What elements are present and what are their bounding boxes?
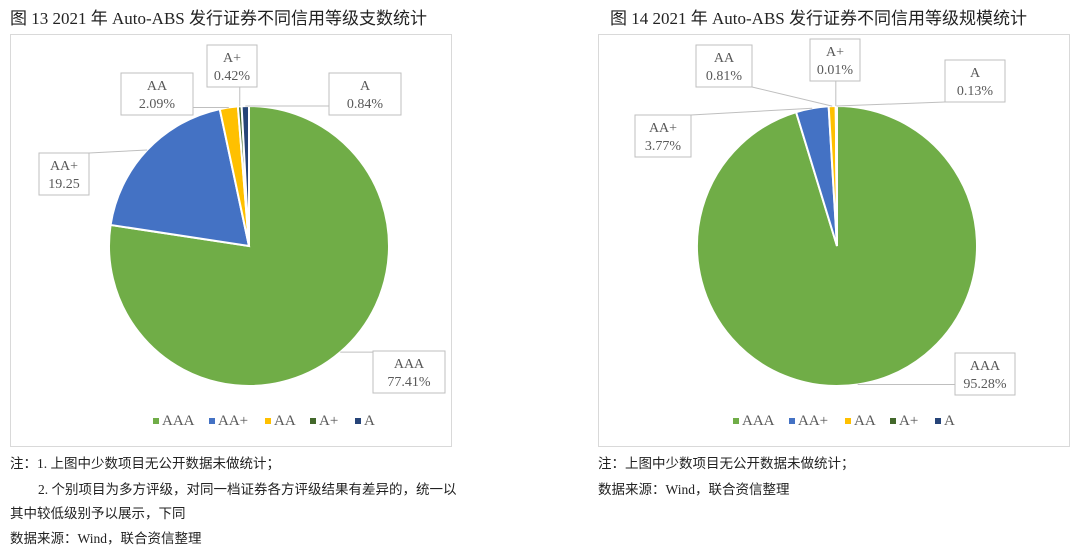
data-label-value: 19.25 [48,177,80,192]
legend-label: AA+ [218,413,248,429]
data-label-box [372,350,446,394]
legend-swatch-icon [209,418,215,424]
data-label-value: 77.41% [387,375,431,390]
legend-label: AA+ [798,413,828,429]
legend-swatch-icon [265,418,271,424]
data-label-value: 3.77% [645,139,682,154]
data-label-box [695,44,753,88]
legend-label: A [364,413,375,429]
leader-line [690,107,813,116]
data-label-value: 0.01% [817,63,854,78]
data-label-value: 95.28% [963,377,1007,392]
chart-13-frame: AAA 77.41% AA+ 19.25 AA 2.09% A+ 0.42% A 0.84% AAA… [10,34,452,447]
data-label-value: 0.84% [347,97,384,112]
figure-13-title: 图 13 2021 年 Auto-ABS 发行证券不同信用等级支数统计 [10,9,427,28]
legend-swatch-icon [845,418,851,424]
legend-label: AAA [742,413,775,429]
note-left-source: 数据来源：Wind，联合资信整理 [10,531,202,546]
data-label-box [634,114,692,158]
legend-swatch-icon [310,418,316,424]
data-label-box [120,72,194,116]
data-label-value: 0.42% [214,69,251,84]
pie-chart-13: AAA77.41%AA+19.25AA2.09%A+0.42%A0.84%AAA… [38,44,446,429]
legend-label: AA [854,413,876,429]
leader-line [836,101,946,107]
data-label-box [328,72,402,116]
note-left-2: 2. 个别项目为多方评级，对同一档证券各方评级结果有差异的，统一以 [38,482,457,497]
legend-label: A+ [319,413,338,429]
note-right-source: 数据来源：Wind，联合资信整理 [598,482,790,497]
data-label-category: AA+ [50,159,78,174]
data-label-category: AA [147,79,168,94]
data-label-value: 2.09% [139,97,176,112]
legend-label: AAA [162,413,195,429]
legend-swatch-icon [935,418,941,424]
data-label-box [944,59,1006,103]
legend-swatch-icon [355,418,361,424]
legend-swatch-icon [733,418,739,424]
figure-14-title: 图 14 2021 年 Auto-ABS 发行证券不同信用等级规模统计 [610,9,1027,28]
data-label-category: A [970,66,981,81]
data-label-box [38,152,90,196]
leader-line [88,149,148,154]
legend-swatch-icon [153,418,159,424]
data-label-category: AAA [394,357,425,372]
pie-slice-a [834,104,838,247]
chart-14-frame: AAA 95.28% AA+ 3.77% AA 0.81% A+ 0.01% A 0.13% AAA… [598,34,1070,447]
legend-label: A [944,413,955,429]
data-label-category: AAA [970,359,1001,374]
note-right-1: 注：上图中少数项目无公开数据未做统计； [598,456,855,471]
data-label-box [809,38,861,82]
legend-label: AA [274,413,296,429]
data-label-category: A+ [826,45,844,60]
data-label-value: 0.81% [706,69,743,84]
note-left-1: 注：1. 上图中少数项目无公开数据未做统计； [10,456,280,471]
data-label-category: A [360,79,371,94]
legend-swatch-icon [789,418,795,424]
data-label-category: AA [714,51,735,66]
data-label-value: 0.13% [957,84,994,99]
data-label-category: AA+ [649,121,677,136]
legend-swatch-icon [890,418,896,424]
data-label-box [206,44,258,88]
legend-label: A+ [899,413,918,429]
data-label-category: A+ [223,51,241,66]
note-left-3: 其中较低级别予以展示，下同 [10,506,186,521]
leader-line [751,86,833,107]
data-label-box [954,352,1016,396]
